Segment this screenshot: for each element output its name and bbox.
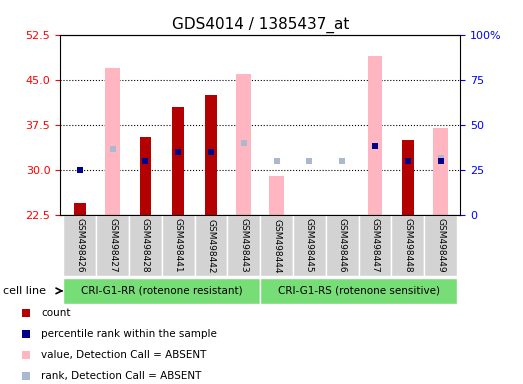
FancyBboxPatch shape — [424, 215, 457, 276]
Text: CRI-G1-RS (rotenone sensitive): CRI-G1-RS (rotenone sensitive) — [278, 286, 439, 296]
FancyBboxPatch shape — [326, 215, 359, 276]
Text: cell line: cell line — [3, 286, 46, 296]
FancyBboxPatch shape — [195, 215, 228, 276]
FancyBboxPatch shape — [228, 215, 260, 276]
FancyBboxPatch shape — [260, 278, 457, 304]
Text: GSM498442: GSM498442 — [207, 218, 215, 273]
Text: GSM498444: GSM498444 — [272, 218, 281, 273]
Bar — [433, 128, 448, 215]
FancyBboxPatch shape — [96, 215, 129, 276]
FancyBboxPatch shape — [63, 215, 96, 276]
Text: GSM498428: GSM498428 — [141, 218, 150, 273]
Text: value, Detection Call = ABSENT: value, Detection Call = ABSENT — [41, 350, 207, 360]
Text: GSM498426: GSM498426 — [75, 218, 84, 273]
FancyBboxPatch shape — [359, 215, 391, 276]
Text: GSM498447: GSM498447 — [370, 218, 380, 273]
Text: GSM498448: GSM498448 — [403, 218, 412, 273]
FancyBboxPatch shape — [391, 215, 424, 276]
Text: GSM498441: GSM498441 — [174, 218, 183, 273]
Text: GSM498449: GSM498449 — [436, 218, 445, 273]
Text: GSM498445: GSM498445 — [305, 218, 314, 273]
Title: GDS4014 / 1385437_at: GDS4014 / 1385437_at — [172, 17, 349, 33]
Text: GSM498443: GSM498443 — [240, 218, 248, 273]
Text: GSM498427: GSM498427 — [108, 218, 117, 273]
Bar — [205, 95, 217, 215]
Bar — [74, 203, 86, 215]
Text: count: count — [41, 308, 71, 318]
Text: rank, Detection Call = ABSENT: rank, Detection Call = ABSENT — [41, 371, 201, 381]
Bar — [402, 140, 414, 215]
Bar — [368, 56, 382, 215]
FancyBboxPatch shape — [63, 278, 260, 304]
FancyBboxPatch shape — [162, 215, 195, 276]
FancyBboxPatch shape — [293, 215, 326, 276]
Bar — [140, 137, 151, 215]
Text: percentile rank within the sample: percentile rank within the sample — [41, 329, 217, 339]
FancyBboxPatch shape — [260, 215, 293, 276]
Bar — [105, 68, 120, 215]
FancyBboxPatch shape — [129, 215, 162, 276]
Text: CRI-G1-RR (rotenone resistant): CRI-G1-RR (rotenone resistant) — [81, 286, 243, 296]
Bar — [236, 74, 251, 215]
Bar — [269, 176, 284, 215]
Text: GSM498446: GSM498446 — [338, 218, 347, 273]
Bar — [173, 107, 184, 215]
